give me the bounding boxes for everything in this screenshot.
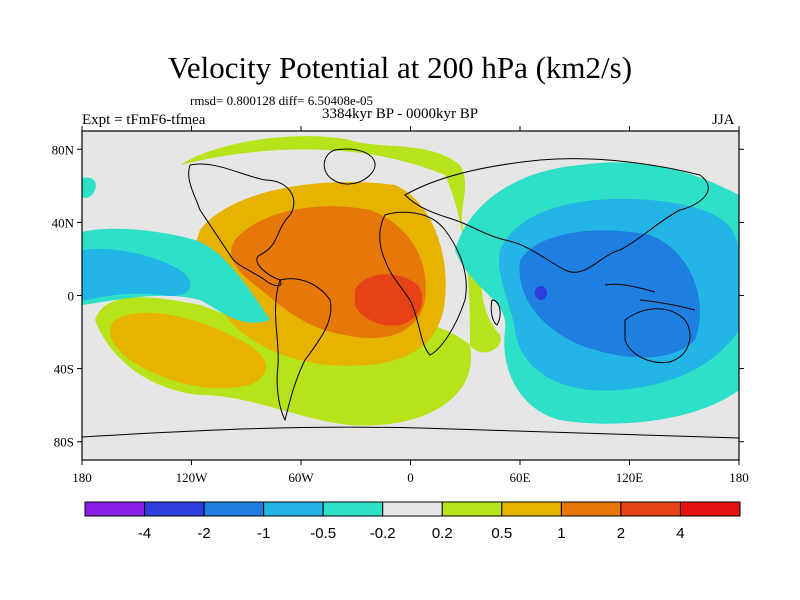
lon-label: 120W — [176, 470, 209, 485]
colorbar-label: -2 — [197, 525, 210, 542]
coast-indonesia — [604, 283, 696, 311]
lat-label: 40S — [54, 362, 74, 377]
experiment-label: Expt = tFmF6-tfmea — [82, 112, 206, 128]
coast-australia — [624, 308, 691, 364]
lon-label: 60E — [510, 470, 531, 485]
colorbar-label: -1 — [257, 525, 270, 542]
lon-label: 180 — [729, 470, 749, 485]
colorbar-label: 0.2 — [432, 525, 453, 542]
colorbar-label: 2 — [617, 525, 625, 542]
coast-madagascar — [490, 299, 501, 326]
colorbar-label: -4 — [138, 525, 151, 542]
colorbar-box — [679, 501, 741, 517]
positive-region-pacific — [110, 312, 267, 389]
lon-label: 180 — [72, 470, 92, 485]
coast-eurasia — [404, 158, 709, 273]
colorbar-box — [620, 501, 681, 517]
colorbar-box — [560, 501, 622, 517]
colorbar-box — [144, 501, 205, 517]
colorbar: -4 -2 -1 -0.5 -0.2 0.2 0.5 1 2 4 — [84, 501, 741, 542]
colorbar-box — [263, 501, 324, 517]
stats-text: rmsd= 0.800128 diff= 6.50408e-05 — [190, 93, 374, 108]
lon-label: 120E — [616, 470, 644, 485]
negative-region-arctic — [82, 177, 96, 199]
contour-field — [82, 131, 739, 460]
season-label: JJA — [712, 112, 735, 128]
positive-region-max — [355, 274, 423, 326]
colorbar-box — [84, 501, 146, 517]
colorbar-box — [203, 501, 265, 517]
lat-label: 80S — [54, 435, 74, 450]
coast-greenland — [323, 148, 376, 185]
colorbar-label: 4 — [676, 525, 684, 542]
coast-antarctica — [82, 426, 739, 439]
colorbar-label: -0.5 — [310, 525, 336, 542]
lat-label: 40N — [52, 215, 75, 230]
latitude-axis: 80N 40N 0 40S 80S — [52, 142, 744, 450]
lon-label: 60W — [288, 470, 314, 485]
colorbar-box — [322, 501, 384, 517]
coastlines — [82, 148, 739, 439]
colorbar-label: 1 — [557, 525, 565, 542]
lat-label: 80N — [52, 142, 75, 157]
map-title: Velocity Potential at 200 hPa (km2/s) — [167, 50, 633, 85]
colorbar-label: -0.2 — [370, 525, 396, 542]
coast-africa — [379, 211, 467, 356]
colorbar-label: 0.5 — [491, 525, 512, 542]
longitude-axis: 180 120W 60W 0 60E 120E 180 — [72, 126, 749, 485]
colorbar-box — [501, 501, 562, 517]
colorbar-box — [441, 501, 503, 517]
negative-region-min — [535, 286, 547, 300]
negative-region-core — [519, 230, 700, 358]
lat-label: 0 — [68, 289, 75, 304]
colorbar-box — [382, 501, 443, 517]
lon-label: 0 — [407, 470, 414, 485]
negative-region-pacific-west — [82, 248, 191, 300]
period-label: 3384kyr BP - 0000kyr BP — [322, 106, 479, 122]
positive-region-low — [180, 136, 501, 353]
coast-south-america — [275, 278, 332, 422]
